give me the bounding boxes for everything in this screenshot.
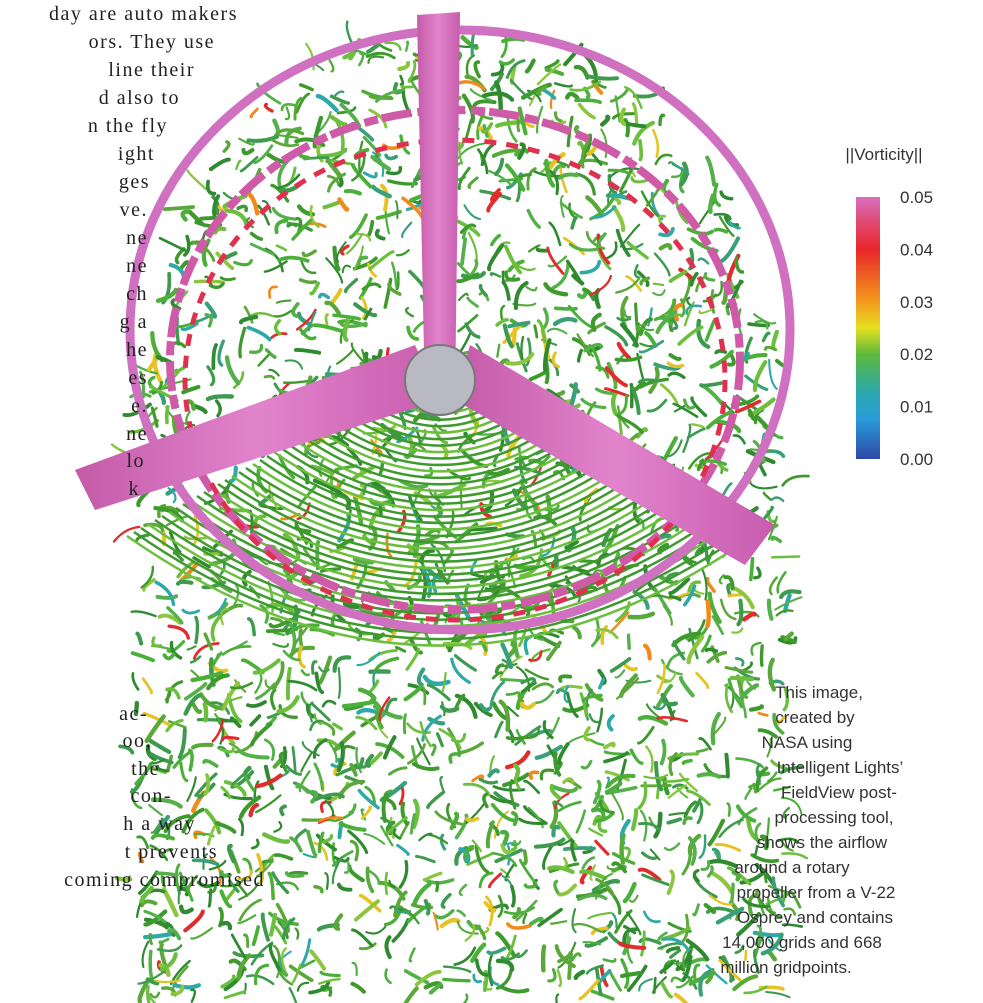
caption-line: Intelligent Lights’ — [777, 758, 904, 777]
outer-ring — [125, 25, 795, 635]
caption-line: million gridpoints. — [720, 958, 851, 977]
body-text-line: ne — [126, 227, 148, 249]
caption-line: NASA using — [762, 733, 853, 752]
colorbar-tick-label: 0.01 — [900, 398, 933, 417]
body-text-line: t prevents — [125, 841, 218, 863]
caption-line: FieldView post- — [781, 783, 897, 802]
body-text-line: con- — [130, 785, 172, 807]
body-text-line: ch — [126, 283, 148, 305]
blade — [417, 12, 460, 400]
body-text-line: ges — [119, 171, 150, 193]
body-text-line: h a way — [123, 813, 196, 835]
caption-line: propeller from a V-22 — [737, 883, 896, 902]
body-text-line: ac- — [119, 703, 148, 725]
body-text-line: lo — [126, 450, 145, 472]
colorbar-tick-label: 0.03 — [900, 293, 933, 312]
body-text-line: coming compromised — [64, 869, 265, 891]
body-text-line: day are auto makers — [49, 3, 238, 25]
colorbar-tick-label: 0.02 — [900, 345, 933, 364]
colorbar-tick-label: 0.00 — [900, 450, 933, 469]
vorticity-visualization — [75, 12, 810, 1003]
body-text-line: ight — [118, 143, 155, 165]
body-text-line: g a — [120, 311, 148, 333]
caption-line: Osprey and contains — [737, 908, 893, 927]
body-text-line: ne — [126, 255, 148, 277]
caption-line: around a rotary — [734, 858, 850, 877]
caption-line: 14,000 grids and 668 — [722, 933, 882, 952]
caption-line: processing tool, — [774, 808, 893, 827]
body-text-line: ne — [126, 423, 148, 445]
colorbar-tick-label: 0.05 — [900, 188, 933, 207]
blade — [455, 345, 775, 565]
blade — [75, 345, 440, 510]
body-text-line: line their — [108, 59, 195, 81]
body-text-line: oo, — [123, 730, 153, 752]
body-text-line: ve. — [120, 199, 148, 221]
caption-line: created by — [775, 708, 855, 727]
body-text-line: k — [129, 478, 141, 500]
body-text-line: d also to — [99, 87, 180, 109]
caption-line: shows the airflow — [757, 833, 888, 852]
body-text-line: the — [131, 758, 160, 780]
body-text-line: e. — [131, 395, 148, 417]
colorbar-tick-label: 0.04 — [900, 240, 933, 259]
body-text-line: he — [126, 339, 148, 361]
vortex-filaments — [110, 16, 810, 1003]
colorbar — [856, 197, 880, 459]
inner-ring — [182, 137, 728, 623]
hub — [404, 344, 476, 416]
body-text-line: n the fly — [88, 115, 168, 137]
caption-line: This image, — [775, 683, 863, 702]
colorbar-title: ||Vorticity|| — [845, 145, 922, 164]
body-text-line: es — [128, 367, 148, 389]
body-text-line: ors. They use — [89, 31, 215, 53]
